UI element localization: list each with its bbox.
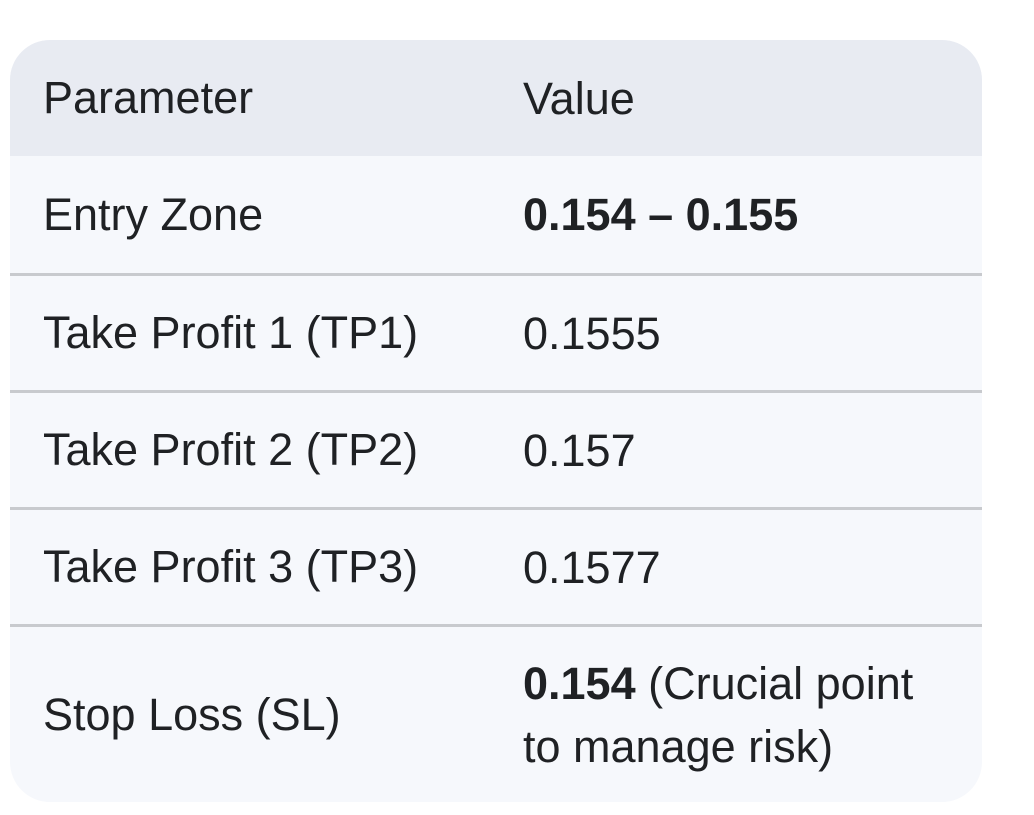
table-row-tp1: Take Profit 1 (TP1) 0.1555 xyxy=(10,273,982,390)
value-cell: 0.154 (Crucial point to manage risk) xyxy=(523,652,982,778)
value-cell: 0.1577 xyxy=(523,541,661,593)
column-header-parameter: Parameter xyxy=(43,72,254,123)
value-cell: 0.1555 xyxy=(523,307,661,359)
stop-loss-value: 0.154 xyxy=(523,657,636,709)
stop-loss-note: (Crucial point to manage risk) xyxy=(523,657,914,772)
table-row-tp3: Take Profit 3 (TP3) 0.1577 xyxy=(10,507,982,624)
parameter-cell: Take Profit 3 (TP3) xyxy=(43,541,419,592)
table-header-row: Parameter Value xyxy=(10,40,982,156)
value-cell: 0.154 – 0.155 xyxy=(523,183,982,246)
table-row-stop-loss: Stop Loss (SL) 0.154 (Crucial point to m… xyxy=(10,624,982,802)
parameter-cell: Stop Loss (SL) xyxy=(43,688,341,740)
parameter-cell: Take Profit 2 (TP2) xyxy=(43,424,419,475)
table-row-tp2: Take Profit 2 (TP2) 0.157 xyxy=(10,390,982,507)
table-row-entry-zone: Entry Zone 0.154 – 0.155 xyxy=(10,156,982,273)
trade-parameters-table: Parameter Value Entry Zone 0.154 – 0.155… xyxy=(10,40,982,802)
entry-zone-value: 0.154 – 0.155 xyxy=(523,189,799,240)
parameter-cell: Take Profit 1 (TP1) xyxy=(43,307,419,358)
column-header-value: Value xyxy=(523,72,635,124)
value-cell: 0.157 xyxy=(523,424,636,476)
parameter-cell: Entry Zone xyxy=(43,188,264,240)
